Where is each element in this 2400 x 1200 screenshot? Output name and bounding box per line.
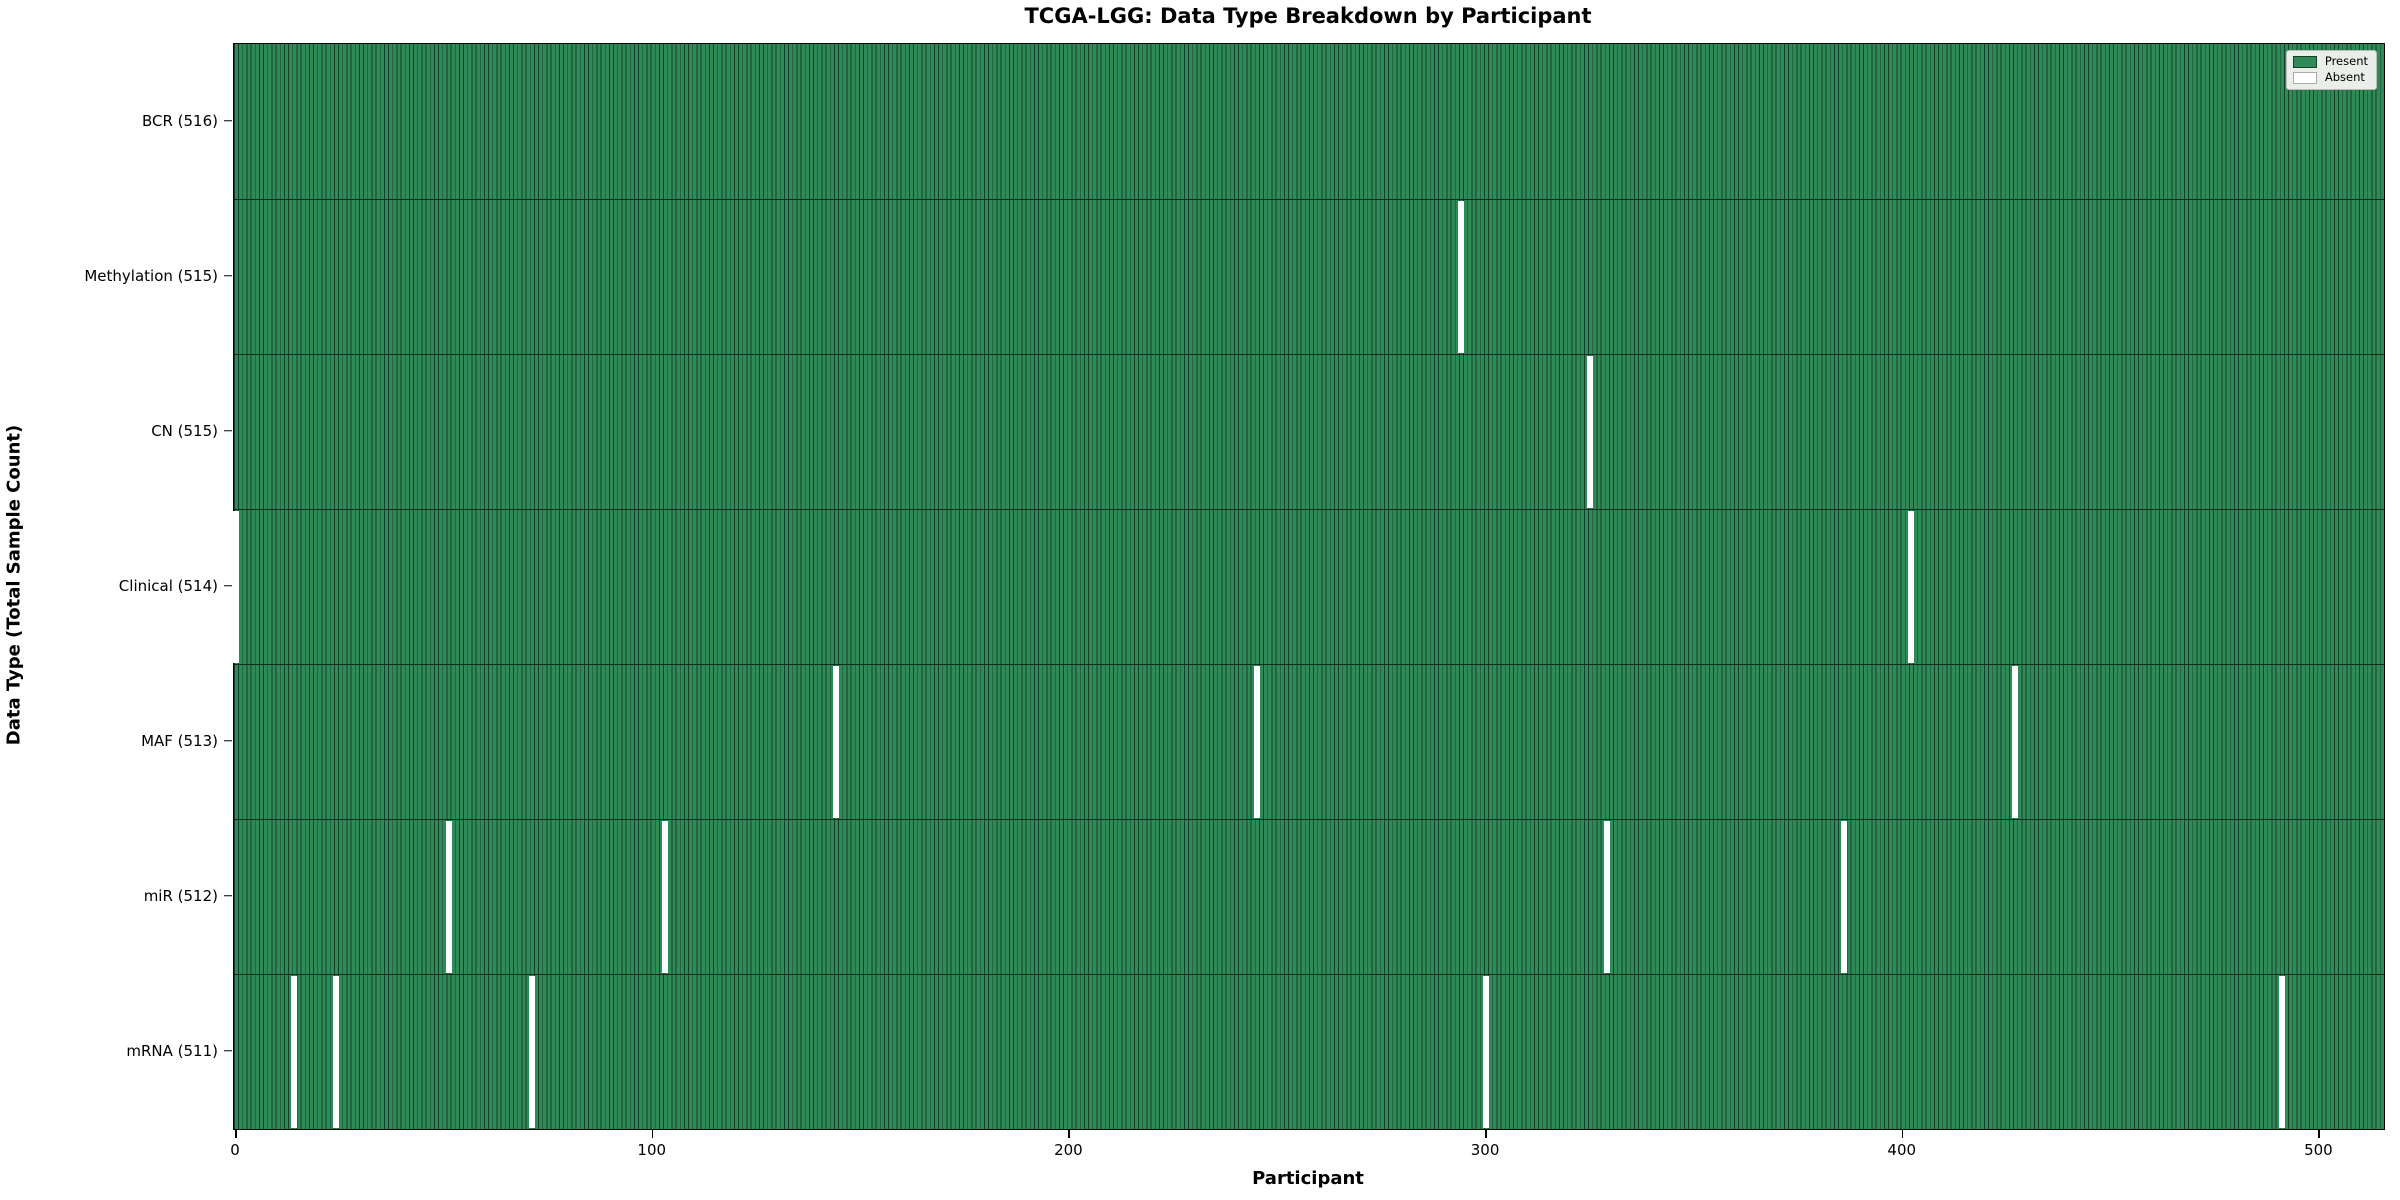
absent-swatch-icon (2292, 72, 2317, 84)
absent-gap (1587, 356, 1594, 508)
x-tick-mark (1485, 1130, 1487, 1138)
y-tick-label: Clinical (514) (118, 576, 218, 595)
y-tick-mark (224, 894, 232, 897)
heatmap-row-methylation (234, 199, 2384, 354)
y-tick-label: CN (515) (151, 421, 218, 440)
y-tick-label: MAF (513) (141, 731, 218, 750)
x-tick-mark (2318, 1130, 2320, 1138)
absent-gap (445, 821, 452, 973)
heatmap-row-mrna (234, 974, 2384, 1129)
absent-gap (1458, 201, 1465, 353)
absent-gap (2278, 976, 2285, 1128)
x-tick-label: 300 (1470, 1141, 1500, 1159)
heatmap-row-maf (234, 664, 2384, 819)
y-tick-mark (224, 429, 232, 432)
plot-area: Present Absent (233, 43, 2385, 1130)
x-tick-label: 0 (230, 1141, 240, 1159)
absent-gap (662, 821, 669, 973)
y-tick-label: miR (512) (143, 886, 218, 905)
legend-entry-absent: Absent (2292, 70, 2368, 85)
x-tick-label: 500 (2304, 1141, 2333, 1159)
y-tick-label: mRNA (511) (126, 1041, 218, 1060)
legend-label-absent: Absent (2324, 70, 2365, 85)
absent-gap (1841, 821, 1848, 973)
legend: Present Absent (2285, 50, 2377, 90)
x-tick-mark (235, 1130, 237, 1138)
heatmap-row-cn (234, 354, 2384, 509)
absent-gap (1908, 511, 1915, 663)
x-tick-mark (1901, 1130, 1904, 1138)
x-tick-mark (1068, 1130, 1070, 1138)
y-tick-mark (224, 119, 232, 122)
absent-gap (528, 976, 535, 1128)
x-tick-label: 400 (1887, 1141, 1917, 1159)
heatmap-row-mir (234, 819, 2384, 974)
y-tick-mark (224, 274, 232, 277)
present-swatch-icon (2292, 56, 2317, 68)
legend-entry-present: Present (2292, 54, 2368, 69)
legend-label-present: Present (2324, 54, 2368, 69)
y-tick-label: Methylation (515) (84, 266, 218, 285)
absent-gap (233, 511, 240, 663)
absent-gap (333, 976, 340, 1128)
chart-title: TCGA-LGG: Data Type Breakdown by Partici… (1024, 4, 1592, 28)
y-tick-mark (224, 584, 232, 587)
x-tick-label: 100 (637, 1141, 667, 1159)
heatmap-row-clinical (233, 509, 2384, 664)
heatmap-row-bcr (234, 44, 2384, 199)
absent-gap (1483, 976, 1490, 1128)
absent-gap (1253, 666, 1260, 818)
y-tick-mark (224, 739, 232, 742)
x-tick-mark (651, 1130, 654, 1138)
y-axis-label: Data Type (Total Sample Count) (3, 424, 25, 746)
y-tick-label: BCR (516) (141, 111, 218, 130)
absent-gap (291, 976, 298, 1128)
absent-gap (2012, 666, 2019, 818)
absent-gap (1603, 821, 1610, 973)
absent-gap (833, 666, 840, 818)
y-tick-mark (224, 1049, 232, 1052)
x-tick-label: 200 (1054, 1141, 1083, 1159)
x-axis-label: Participant (1252, 1168, 1364, 1189)
